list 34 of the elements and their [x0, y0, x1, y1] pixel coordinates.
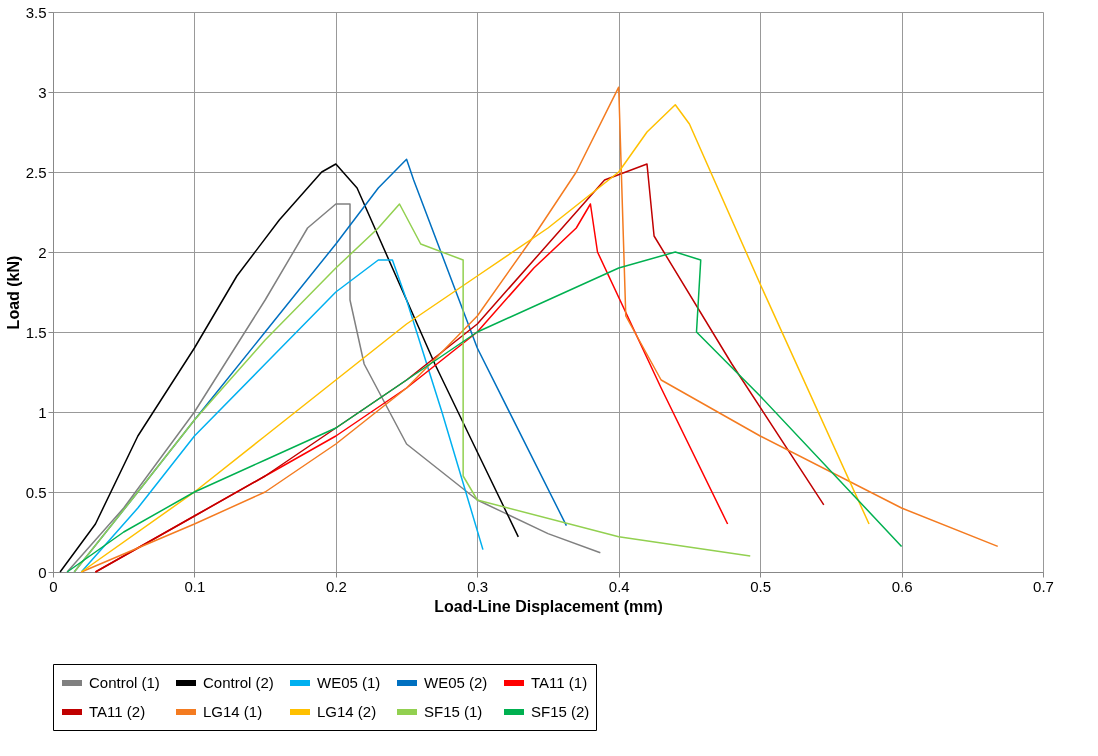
legend-label: WE05 (2) — [424, 674, 488, 691]
y-axis-title: Load (kN) — [4, 255, 22, 330]
y-tick-label: 0.5 — [25, 483, 47, 501]
legend-label: SF15 (1) — [424, 703, 483, 720]
legend-label: Control (2) — [203, 674, 274, 691]
x-tick-label: 0.6 — [891, 577, 913, 595]
legend-label: WE05 (1) — [317, 674, 381, 691]
legend-label: TA11 (2) — [89, 703, 146, 720]
x-tick-label: 0.4 — [608, 577, 630, 595]
line-series — [66, 203, 602, 573]
line-series — [80, 104, 870, 573]
legend-label: Control (1) — [89, 674, 160, 691]
line-series — [66, 251, 903, 573]
legend-label: TA11 (1) — [531, 674, 588, 691]
x-axis-title: Load-Line Displacement (mm) — [434, 597, 663, 615]
y-tick-label: 2 — [38, 243, 47, 261]
x-tick-label: 0.2 — [325, 577, 347, 595]
y-tick-label: 0 — [38, 563, 47, 581]
x-tick-label: 0.7 — [1033, 577, 1054, 595]
line-series — [80, 86, 999, 573]
y-tick-label: 1 — [38, 403, 47, 421]
x-tick-label: 0 — [49, 577, 58, 595]
y-tick-label: 3.5 — [25, 3, 47, 21]
x-tick-label: 0.1 — [184, 577, 206, 595]
line-series — [94, 163, 825, 573]
legend-label: LG14 (1) — [203, 703, 263, 720]
y-tick-label: 3 — [38, 83, 47, 101]
y-tick-label: 1.5 — [25, 323, 47, 341]
y-tick-label: 2.5 — [25, 163, 47, 181]
x-tick-label: 0.5 — [750, 577, 772, 595]
line-series — [80, 259, 484, 573]
x-tick-label: 0.3 — [467, 577, 489, 595]
legend-label: LG14 (2) — [317, 703, 377, 720]
legend-label: SF15 (2) — [531, 703, 590, 720]
